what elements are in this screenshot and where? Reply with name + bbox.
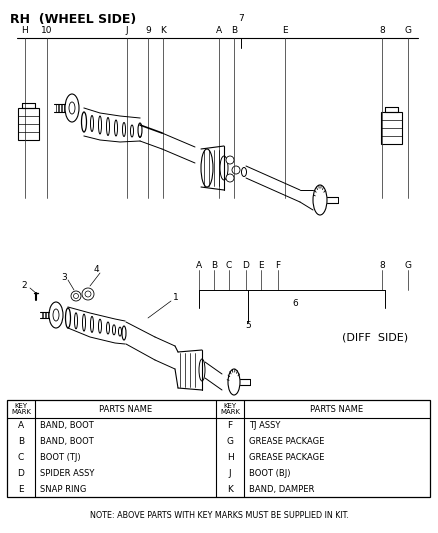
Text: BAND, DAMPER: BAND, DAMPER	[249, 484, 314, 494]
Text: 1: 1	[173, 294, 179, 303]
Ellipse shape	[67, 312, 70, 326]
Text: A: A	[196, 261, 202, 270]
Text: GREASE PACKAGE: GREASE PACKAGE	[249, 453, 325, 462]
Ellipse shape	[74, 313, 78, 329]
Circle shape	[232, 166, 240, 174]
Ellipse shape	[81, 112, 86, 132]
Ellipse shape	[241, 167, 247, 176]
Ellipse shape	[91, 116, 93, 132]
Circle shape	[226, 174, 234, 182]
Text: H: H	[21, 26, 28, 35]
Text: KEY
MARK: KEY MARK	[220, 402, 240, 416]
Text: BOOT (TJ): BOOT (TJ)	[40, 453, 81, 462]
Text: C: C	[18, 453, 24, 462]
Text: J: J	[229, 469, 231, 478]
Ellipse shape	[138, 123, 142, 137]
Ellipse shape	[123, 123, 126, 136]
Ellipse shape	[49, 302, 63, 328]
Text: A: A	[18, 422, 24, 431]
Text: K: K	[160, 26, 166, 35]
Text: 5: 5	[245, 321, 251, 330]
Ellipse shape	[53, 309, 59, 321]
Ellipse shape	[106, 322, 110, 334]
Text: 7: 7	[238, 14, 244, 23]
Text: BAND, BOOT: BAND, BOOT	[40, 422, 94, 431]
Ellipse shape	[199, 359, 205, 381]
Text: E: E	[18, 484, 24, 494]
Text: TJ ASSY: TJ ASSY	[249, 422, 280, 431]
Ellipse shape	[119, 327, 121, 336]
Text: 3: 3	[61, 272, 67, 281]
Text: H: H	[226, 453, 233, 462]
Ellipse shape	[138, 127, 141, 138]
Text: BOOT (BJ): BOOT (BJ)	[249, 469, 290, 478]
Text: KEY
MARK: KEY MARK	[11, 402, 31, 416]
Text: K: K	[227, 484, 233, 494]
Ellipse shape	[66, 308, 71, 328]
Text: 6: 6	[292, 298, 298, 308]
Circle shape	[85, 291, 91, 297]
Bar	[381, 112, 402, 144]
Text: 9: 9	[145, 26, 151, 35]
Text: G: G	[405, 26, 411, 35]
Circle shape	[71, 291, 81, 301]
Ellipse shape	[99, 319, 102, 333]
Ellipse shape	[131, 125, 134, 137]
Ellipse shape	[313, 185, 327, 215]
Text: F: F	[276, 261, 281, 270]
Text: PARTS NAME: PARTS NAME	[311, 405, 364, 414]
Text: B: B	[231, 26, 237, 35]
Text: (DIFF  SIDE): (DIFF SIDE)	[342, 333, 408, 343]
Ellipse shape	[65, 94, 79, 122]
Text: SNAP RING: SNAP RING	[40, 484, 86, 494]
Text: D: D	[18, 469, 25, 478]
Text: B: B	[18, 437, 24, 446]
Bar	[18, 108, 39, 140]
Ellipse shape	[220, 156, 228, 180]
Ellipse shape	[69, 102, 75, 114]
Ellipse shape	[99, 116, 102, 134]
Text: C: C	[226, 261, 232, 270]
Circle shape	[74, 294, 78, 298]
Text: A: A	[216, 26, 222, 35]
Ellipse shape	[106, 117, 110, 135]
Text: F: F	[227, 422, 233, 431]
Text: E: E	[258, 261, 264, 270]
Text: 8: 8	[379, 26, 385, 35]
Text: GREASE PACKAGE: GREASE PACKAGE	[249, 437, 325, 446]
Ellipse shape	[82, 314, 85, 331]
Text: 10: 10	[41, 26, 53, 35]
Text: B: B	[211, 261, 217, 270]
Ellipse shape	[122, 326, 126, 340]
Ellipse shape	[91, 317, 93, 333]
Ellipse shape	[82, 115, 85, 129]
Ellipse shape	[201, 149, 213, 187]
Text: SPIDER ASSY: SPIDER ASSY	[40, 469, 94, 478]
Text: 8: 8	[379, 261, 385, 270]
Text: D: D	[243, 261, 249, 270]
Ellipse shape	[228, 369, 240, 395]
Text: PARTS NAME: PARTS NAME	[99, 405, 152, 414]
Text: BAND, BOOT: BAND, BOOT	[40, 437, 94, 446]
Ellipse shape	[114, 120, 117, 136]
Text: 4: 4	[93, 265, 99, 274]
Circle shape	[82, 288, 94, 300]
Text: 2: 2	[21, 280, 27, 289]
Text: RH  (WHEEL SIDE): RH (WHEEL SIDE)	[10, 13, 136, 26]
Text: J: J	[126, 26, 128, 35]
Ellipse shape	[113, 325, 116, 335]
Text: G: G	[226, 437, 233, 446]
Circle shape	[226, 156, 234, 164]
Text: G: G	[405, 261, 411, 270]
Text: E: E	[282, 26, 288, 35]
Text: NOTE: ABOVE PARTS WITH KEY MARKS MUST BE SUPPLIED IN KIT.: NOTE: ABOVE PARTS WITH KEY MARKS MUST BE…	[89, 511, 349, 520]
Bar	[7, 400, 430, 497]
